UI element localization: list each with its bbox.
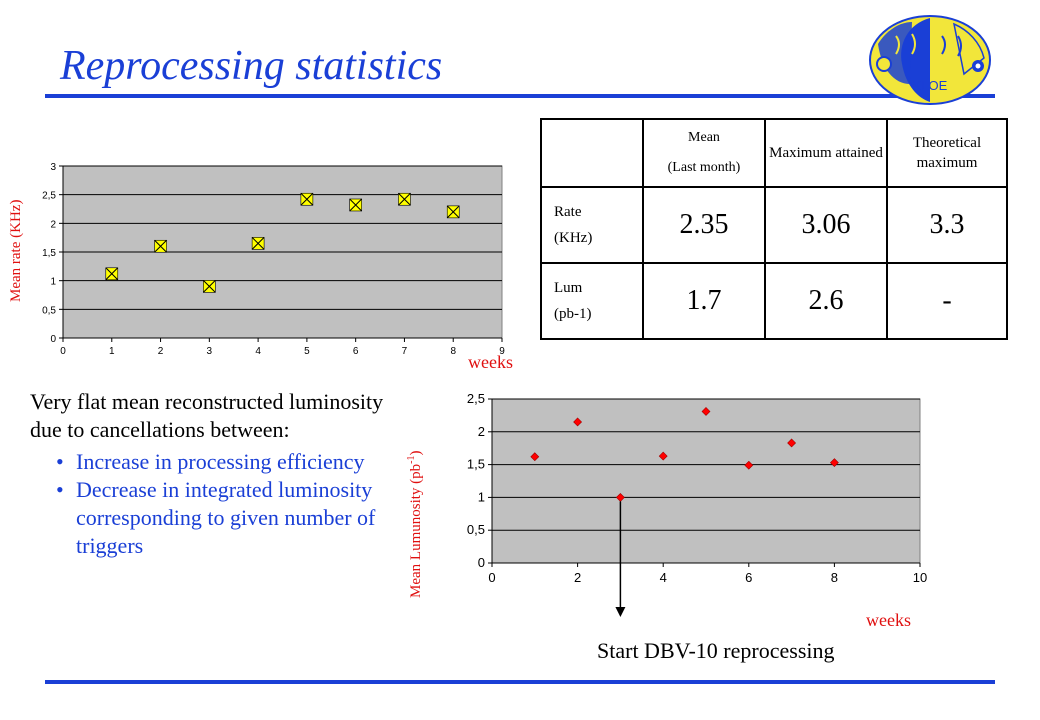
mean-luminosity-chart: 0 0,5 1 1,5 2 2,5 0 2 4 6 8 10 [467,391,927,617]
y-tick-label: 1,5 [42,248,56,259]
data-point [398,192,411,206]
x-tick-label: 8 [450,346,456,357]
data-point-cross [154,239,167,253]
table-corner [540,118,644,188]
row-label-rate: Rate (KHz) [540,186,644,264]
page-title: Reprocessing statistics [60,43,443,89]
data-point-cross [349,198,363,212]
header-mean: Mean (Last month) [642,118,766,188]
data-point [829,458,839,468]
x-tick-label: 4 [255,346,261,357]
data-point [573,417,583,427]
cell-rate-max: 3.06 [764,186,888,264]
data-point-cross [446,205,460,219]
cell-lum-theo: - [886,262,1008,340]
data-point [446,205,460,219]
row-label-lum: Lum (pb-1) [540,262,644,340]
x-tick-label: 8 [831,570,838,585]
header-max: Maximum attained [764,118,888,188]
table-row: Lum (pb-1) 1.7 2.6 - [540,262,1008,340]
x-tick-label: 10 [913,570,927,585]
data-point [615,492,625,502]
data-point-cross [202,280,216,293]
x-tick-label: 2 [574,570,581,585]
x-tick-label: 1 [109,346,115,357]
cell-rate-theo: 3.3 [886,186,1008,264]
description-bullets: Increase in processing efficiency Decrea… [30,448,390,560]
cell-lum-mean: 1.7 [642,262,766,340]
kloe-logo-icon: KLOE [869,15,991,105]
data-point [251,237,265,250]
title-divider [45,94,995,98]
data-point [105,267,119,281]
y-tick-label: 2,5 [42,191,56,202]
bottom-divider [45,680,995,684]
y-tick-label: 0 [50,334,56,345]
bullet-item: Decrease in integrated luminosity corres… [30,476,390,560]
data-point [202,280,216,293]
data-point [530,452,540,462]
annotation-arrow-head [615,607,626,617]
bullet-item: Increase in processing efficiency [30,448,390,476]
y-tick-label: 3 [50,162,56,173]
data-point [349,198,363,212]
header-mean-line1: Mean [688,130,720,145]
x-tick-label: 6 [745,570,752,585]
data-point-cross [398,192,411,206]
x-tick-label: 0 [488,570,495,585]
y-tick-label: 2 [50,219,56,230]
chart1-ylabel: Mean rate (KHz) [8,199,24,302]
data-point-cross [251,237,265,250]
data-point-cross [300,192,314,206]
y-tick-label: 0,5 [467,522,485,537]
chart2-ylabel: Mean Lumunosity (pb-1) [406,450,424,599]
data-point [744,460,754,470]
y-tick-label: 1 [50,277,56,288]
chart2-xlabel: weeks [866,610,911,630]
x-tick-label: 5 [304,346,310,357]
cell-lum-max: 2.6 [764,262,888,340]
data-point-cross [105,267,119,281]
data-point [300,192,314,206]
x-tick-label: 0 [60,346,66,357]
x-tick-label: 6 [353,346,359,357]
mean-rate-chart: 0 0,5 1 1,5 2 2,5 3 0 1 2 3 4 5 6 7 8 9 [42,162,505,357]
cell-rate-mean: 2.35 [642,186,766,264]
header-mean-line2: (Last month) [667,160,741,175]
stats-table: Mean (Last month) Maximum attained Theor… [540,118,1008,340]
svg-text:KLOE: KLOE [913,78,948,93]
x-tick-label: 9 [499,346,505,357]
y-tick-label: 1,5 [467,457,485,472]
y-tick-label: 0,5 [42,305,56,316]
x-tick-label: 3 [207,346,213,357]
y-tick-label: 1 [478,489,485,504]
data-point [787,438,797,448]
header-theo: Theoretical maximum [886,118,1008,188]
data-point [701,407,711,416]
x-tick-label: 7 [402,346,408,357]
y-tick-label: 0 [478,555,485,570]
y-tick-label: 2,5 [467,391,485,406]
x-tick-label: 4 [660,570,667,585]
plot-area [491,398,921,564]
data-point [658,451,668,461]
table-row: Rate (KHz) 2.35 3.06 3.3 [540,186,1008,264]
data-point [154,239,167,253]
description-intro: Very flat mean reconstructed luminosity … [30,389,384,442]
y-tick-label: 2 [478,424,485,439]
description-block: Very flat mean reconstructed luminosity … [30,388,390,560]
x-tick-label: 2 [158,346,164,357]
chart1-xlabel: weeks [468,352,513,372]
reprocessing-annotation: Start DBV-10 reprocessing [597,638,835,663]
